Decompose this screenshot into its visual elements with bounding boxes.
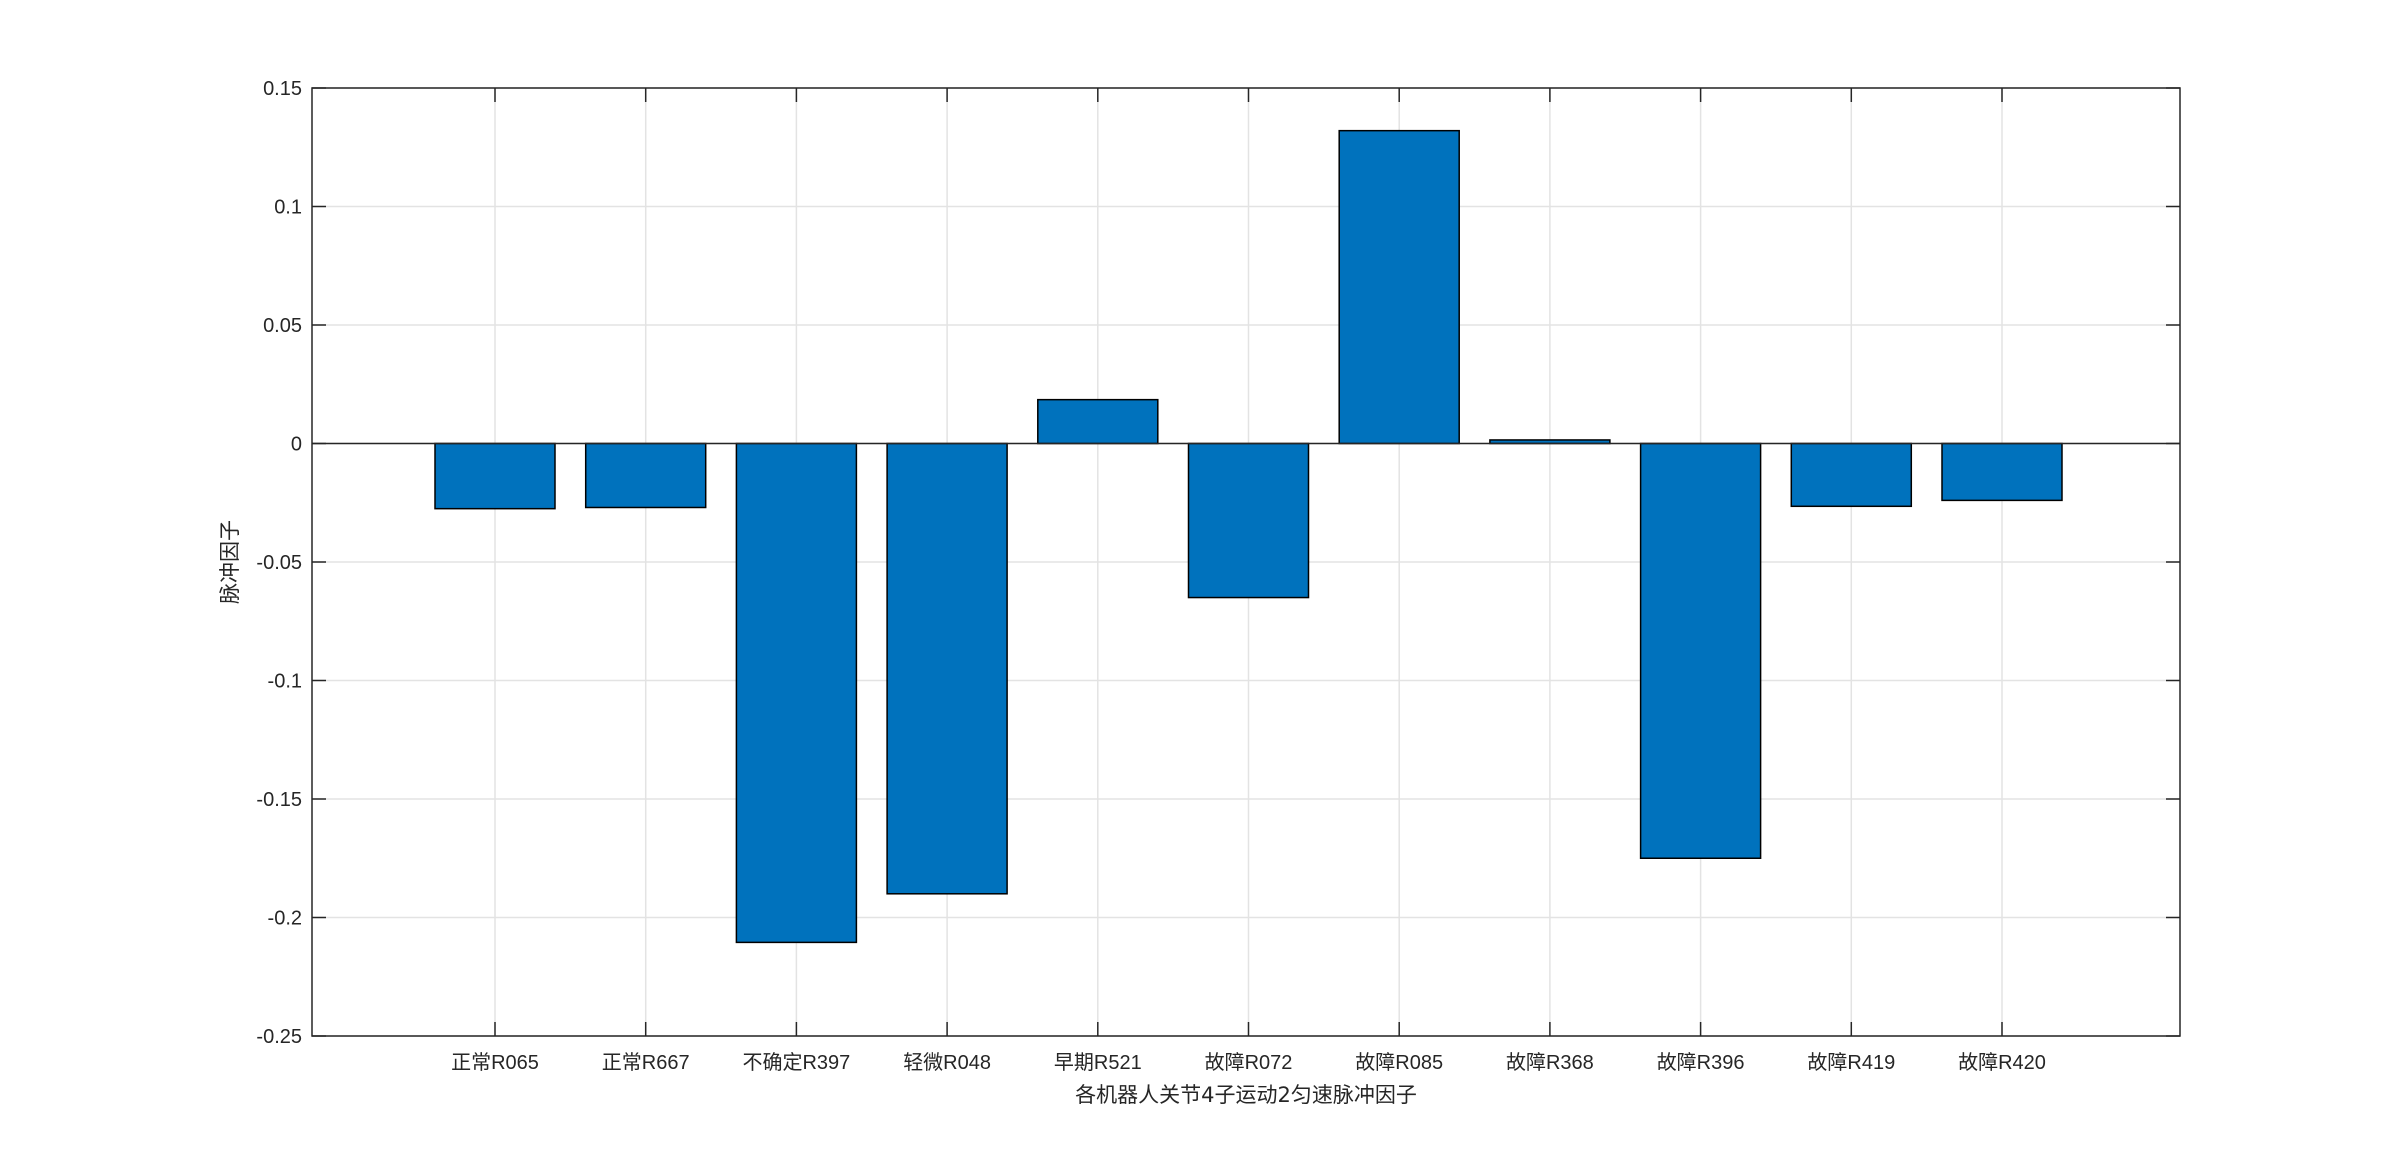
x-tick-label: 故障R420 [1958,1051,2046,1074]
y-tick-label: -0.25 [256,1026,302,1048]
bar-6 [1338,129,1460,445]
x-tick-label: 正常R065 [451,1051,539,1074]
x-tick-label: 轻微R048 [903,1051,991,1074]
y-tick-label: 0.15 [263,78,302,100]
x-tick-label: 故障R072 [1205,1051,1293,1074]
bar-4 [1037,398,1159,445]
bar-3 [886,442,1008,895]
y-tick-label: 0.05 [263,315,302,337]
y-tick-label: -0.1 [268,671,302,693]
y-axis-title: 脉冲因子 [218,520,242,604]
x-tick-label: 正常R667 [602,1051,690,1074]
x-tick-label: 故障R368 [1506,1051,1594,1074]
x-tick-label: 故障R419 [1807,1051,1895,1074]
x-tick-label: 早期R521 [1054,1052,1142,1074]
x-tick-label: 故障R396 [1657,1051,1745,1074]
bar-5 [1187,442,1310,599]
y-tick-label: 0 [291,434,302,456]
y-tick-label: -0.15 [256,789,302,811]
y-tick-label: -0.05 [256,552,302,574]
bar-9 [1790,442,1913,508]
bar-1 [584,442,707,509]
axes [311,87,2181,1037]
y-tick-label: 0.1 [274,197,302,219]
x-tick-label: 故障R085 [1355,1051,1443,1074]
x-axis-title: 各机器人关节4子运动2匀速脉冲因子 [1075,1083,1417,1107]
bar-10 [1941,442,2063,502]
x-tick-label: 不确定R397 [742,1051,850,1074]
bar-8 [1639,442,1762,859]
tick-labels: 0.15 0.1 0.05 0 -0.05 -0.1 -0.15 -0.2 -0.25 正常R06… [256,78,2046,1074]
bar-0 [434,442,556,510]
bar-2 [735,442,858,944]
y-tick-label: -0.2 [268,908,302,930]
bars [434,129,2063,944]
